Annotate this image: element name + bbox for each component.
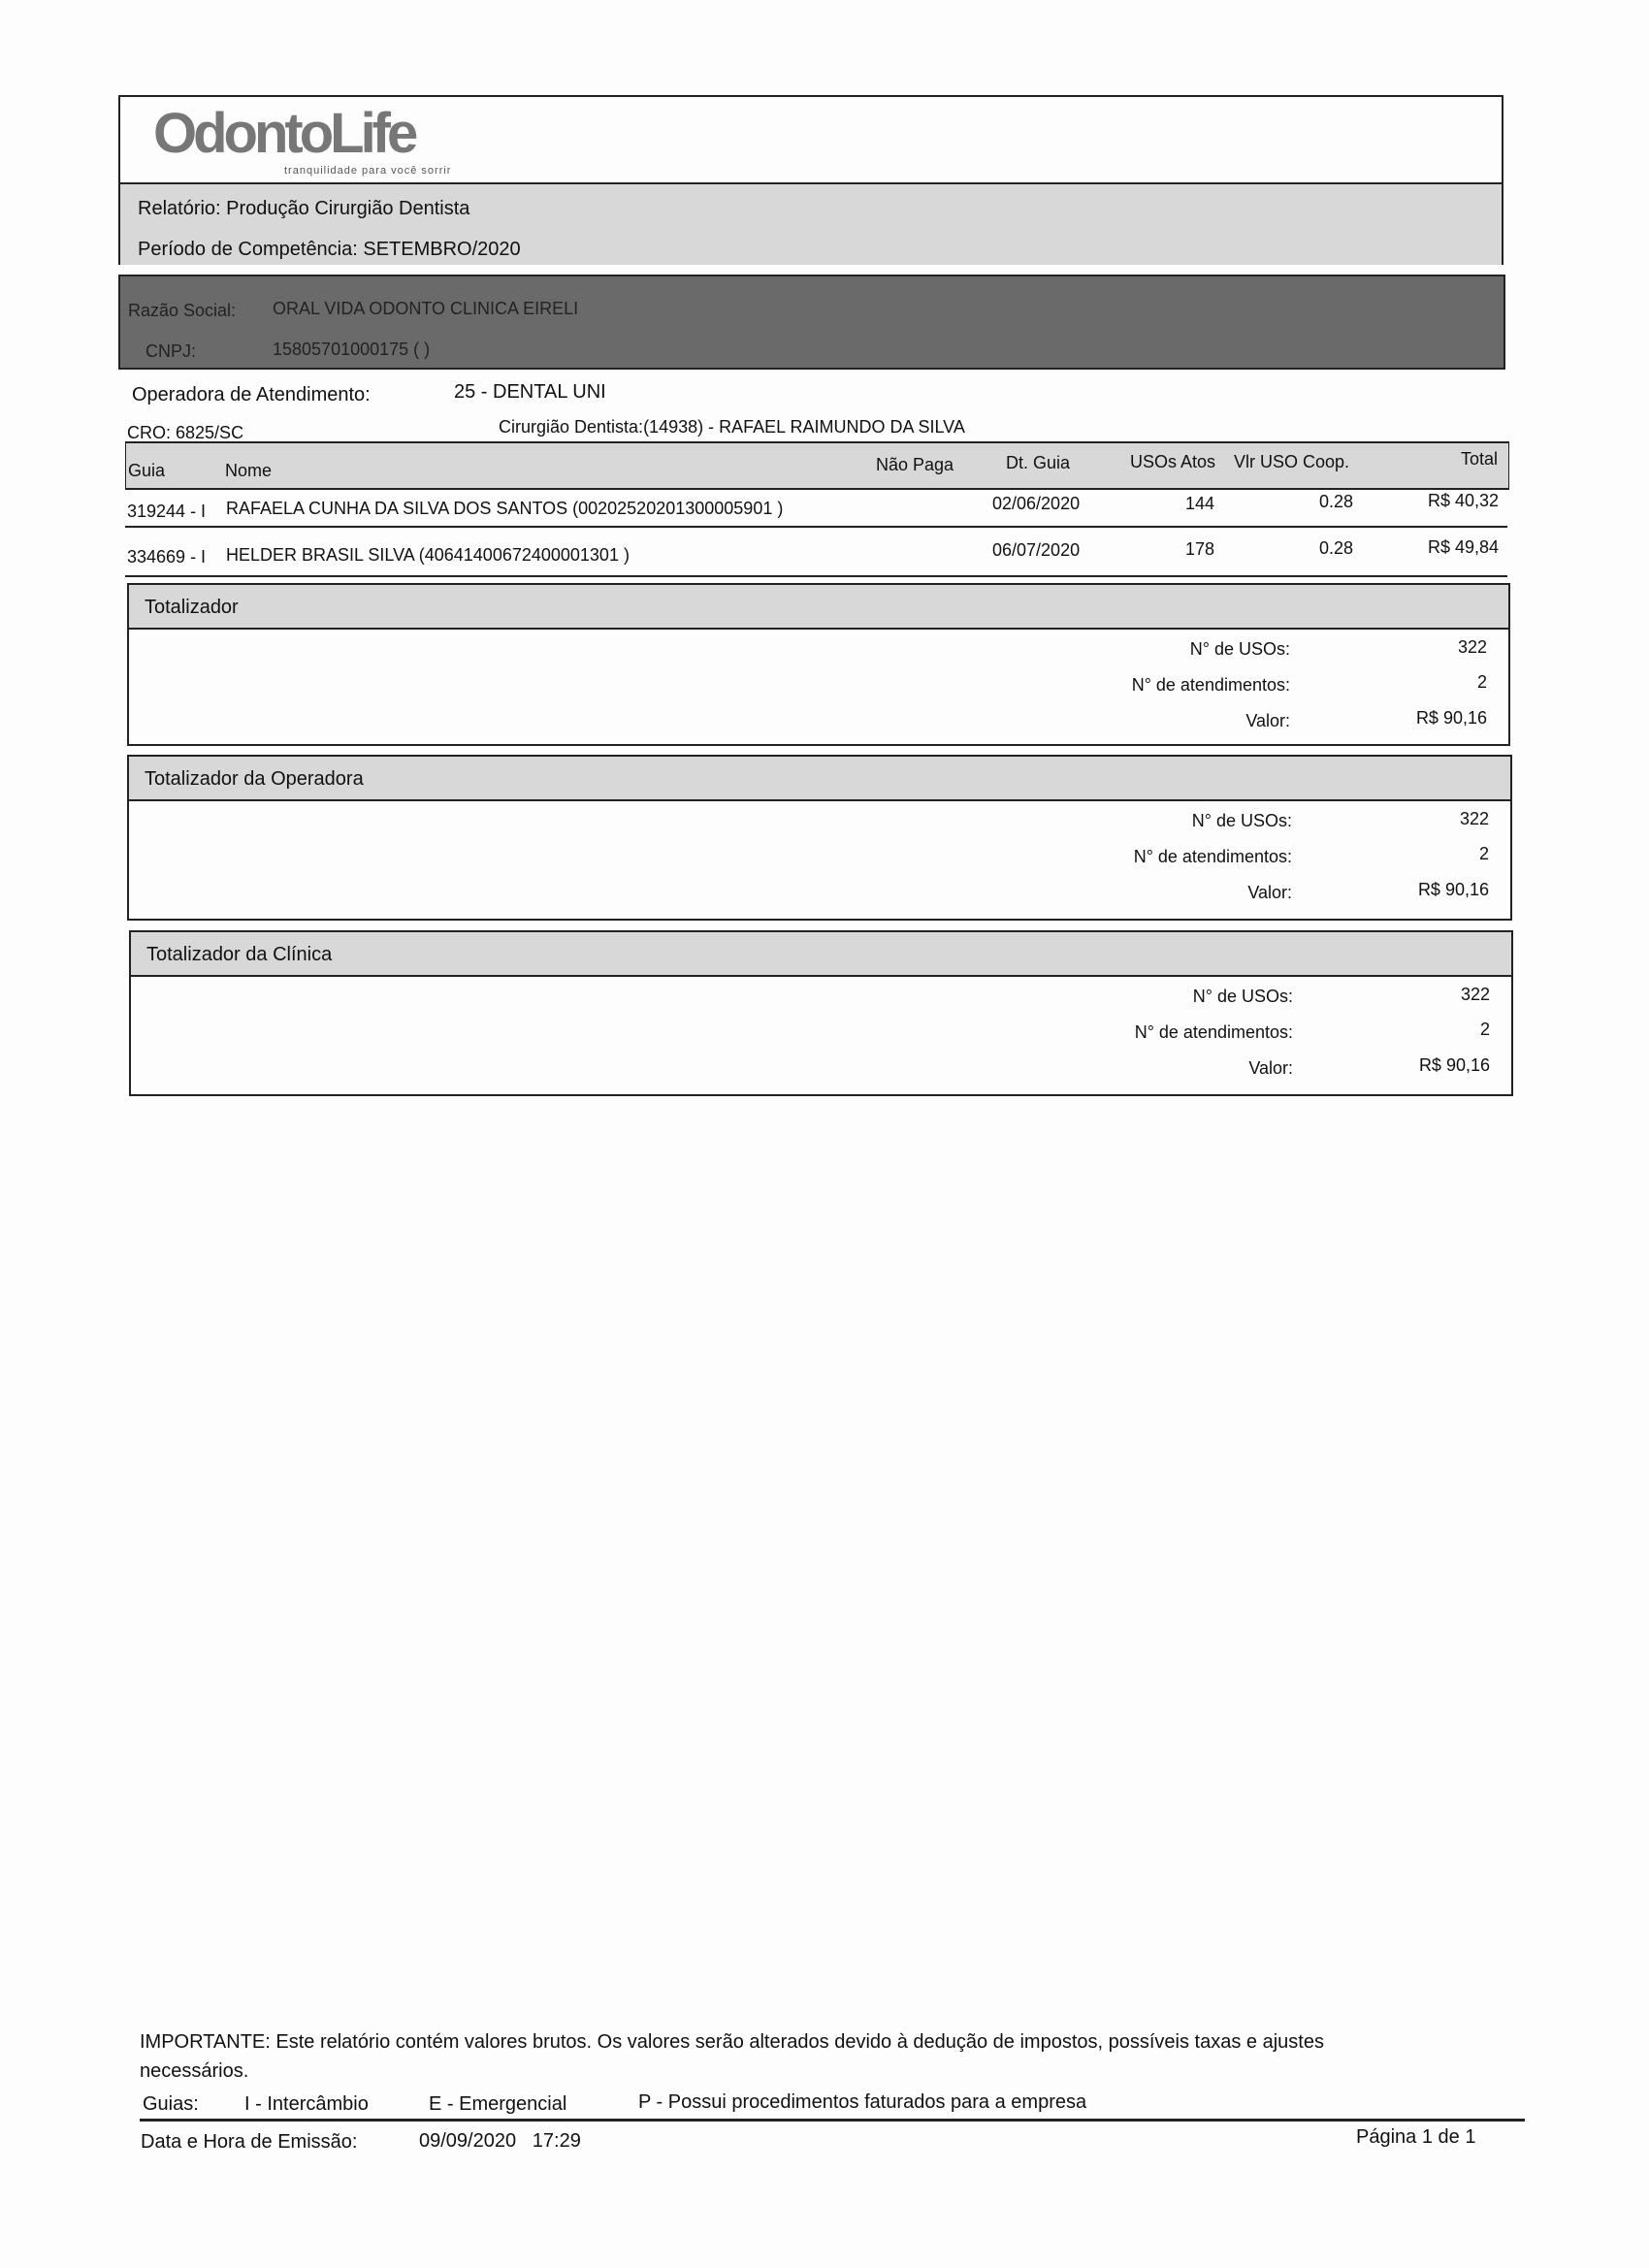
totalizer-clinica-box: Totalizador da Clínica N° de USOs: 322 N° d…	[129, 930, 1513, 1096]
period: Período de Competência: SETEMBRO/2020	[138, 239, 521, 261]
important-note-line1: IMPORTANTE: Este relatório contém valore…	[140, 2031, 1324, 2053]
row-nome: HELDER BRASIL SILVA (4064140067240000130…	[226, 545, 630, 565]
logo: OdontoLife tranquilidade para você sorri…	[153, 105, 451, 178]
cnpj-value: 15805701000175 ( )	[273, 340, 431, 359]
totalizer-header	[129, 757, 1510, 801]
row-vlr: 0.28	[1319, 538, 1354, 558]
usos-label: N° de USOs:	[1192, 987, 1293, 1006]
dentist: Cirurgião Dentista:(14938) - RAFAEL RAIM…	[499, 417, 965, 437]
period-label: Período de Competência:	[138, 239, 358, 260]
page-number: Página 1 de 1	[1356, 2126, 1476, 2148]
cnpj-label: CNPJ:	[146, 341, 197, 361]
razao-value: ORAL VIDA ODONTO CLINICA EIRELI	[273, 299, 579, 318]
row-divider	[125, 575, 1507, 577]
cro-value: 6825/SC	[176, 423, 244, 442]
footer-divider	[140, 2119, 1525, 2122]
totalizer-header	[131, 932, 1511, 977]
row-nome: RAFAELA CUNHA DA SILVA DOS SANTOS (00202…	[226, 499, 784, 518]
totalizer-title: Totalizador da Clínica	[146, 944, 333, 965]
totalizer-title: Totalizador da Operadora	[145, 768, 364, 790]
cro-label: CRO:	[127, 423, 171, 442]
totalizer-header	[129, 585, 1508, 630]
logo-text: OdontoLife	[153, 102, 418, 165]
atendimentos-value: 2	[1478, 844, 1489, 863]
report-info-band	[120, 182, 1502, 265]
valor-label: Valor:	[1245, 711, 1290, 730]
valor-value: R$ 90,16	[1418, 1055, 1490, 1075]
row-usos: 178	[1185, 539, 1215, 559]
row-guia: 319244 - I	[127, 502, 207, 521]
row-vlr: 0.28	[1319, 492, 1354, 511]
cro: CRO: 6825/SC	[127, 423, 243, 443]
col-nome: Nome	[225, 461, 273, 480]
legend-emergencial: E - Emergencial	[429, 2093, 567, 2115]
legend-intercambio: I - Intercâmbio	[244, 2093, 369, 2115]
report-title: Relatório: Produção Cirurgião Dentista	[138, 198, 469, 220]
clinic-band	[118, 275, 1505, 370]
usos-value: 322	[1459, 809, 1489, 828]
col-nao-paga: Não Paga	[876, 455, 954, 474]
col-guia: Guia	[128, 461, 166, 480]
logo-tagline: tranquilidade para você sorrir	[284, 165, 452, 177]
atendimentos-value: 2	[1476, 672, 1487, 692]
report-label: Relatório:	[138, 198, 221, 219]
valor-value: R$ 90,16	[1417, 880, 1489, 899]
valor-value: R$ 90,16	[1415, 708, 1487, 728]
usos-value: 322	[1460, 985, 1490, 1004]
emission-value: 09/09/2020 17:29	[419, 2130, 581, 2152]
operadora-value: 25 - DENTAL UNI	[454, 381, 606, 403]
usos-label: N° de USOs:	[1191, 811, 1292, 830]
legend-possui: P - Possui procedimentos faturados para …	[638, 2091, 1087, 2113]
row-dt-guia: 02/06/2020	[992, 494, 1081, 513]
period-value: SETEMBRO/2020	[363, 239, 521, 260]
valor-label: Valor:	[1247, 883, 1292, 902]
dentist-value: (14938) - RAFAEL RAIMUNDO DA SILVA	[643, 417, 965, 437]
guias-label: Guias:	[143, 2093, 199, 2115]
totalizer-box: Totalizador N° de USOs: 322 N° de atendimen…	[127, 583, 1510, 746]
col-vlr: Vlr USO Coop.	[1234, 452, 1350, 471]
col-usos: USOs Atos	[1130, 452, 1216, 471]
col-total: Total	[1461, 449, 1499, 469]
table-header	[125, 441, 1509, 490]
row-total: R$ 49,84	[1428, 537, 1500, 557]
atendimentos-value: 2	[1479, 1020, 1490, 1039]
operadora-label: Operadora de Atendimento:	[132, 384, 371, 405]
row-divider	[125, 526, 1507, 528]
totalizer-operadora-box: Totalizador da Operadora N° de USOs: 322 N°…	[127, 755, 1512, 921]
report-value: Produção Cirurgião Dentista	[226, 198, 470, 219]
totalizer-title: Totalizador	[145, 597, 239, 618]
usos-label: N° de USOs:	[1189, 639, 1290, 659]
row-usos: 144	[1185, 494, 1215, 513]
row-guia: 334669 - I	[127, 547, 207, 567]
dentist-label: Cirurgião Dentista:	[499, 417, 644, 437]
valor-label: Valor:	[1248, 1058, 1293, 1078]
atendimentos-label: N° de atendimentos:	[1133, 847, 1292, 866]
row-dt-guia: 06/07/2020	[992, 540, 1081, 560]
col-dt-guia: Dt. Guia	[1006, 453, 1071, 472]
emission-label: Data e Hora de Emissão:	[141, 2131, 358, 2153]
atendimentos-label: N° de atendimentos:	[1134, 1022, 1293, 1042]
row-total: R$ 40,32	[1428, 491, 1500, 510]
important-note-line2: necessários.	[140, 2060, 249, 2082]
usos-value: 322	[1457, 637, 1487, 657]
razao-label: Razão Social:	[128, 301, 237, 320]
atendimentos-label: N° de atendimentos:	[1131, 675, 1290, 695]
